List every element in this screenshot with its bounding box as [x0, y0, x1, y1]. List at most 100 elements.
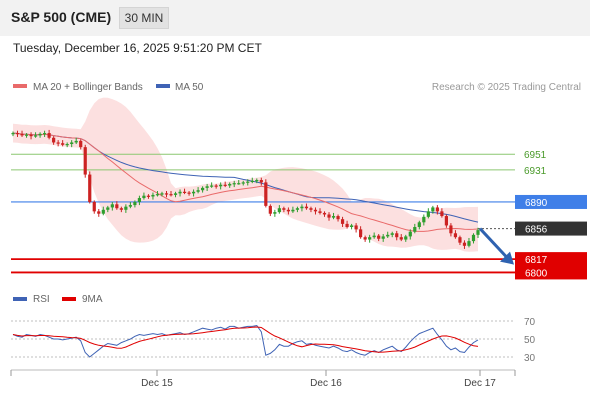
candle-body	[377, 235, 381, 239]
candle-body	[61, 143, 65, 145]
candle	[377, 234, 381, 242]
x-tick-label: Dec 15	[141, 378, 173, 389]
candle-body	[223, 184, 227, 186]
candle	[52, 136, 56, 145]
candle	[196, 187, 200, 194]
candle	[340, 216, 345, 228]
candle	[201, 186, 205, 193]
candle	[223, 181, 227, 188]
candle	[146, 194, 151, 199]
candle-body	[399, 237, 403, 240]
candle-body	[255, 180, 259, 182]
candle-body	[214, 185, 218, 187]
candle	[417, 220, 421, 230]
candle-body	[92, 201, 96, 212]
candle-body	[205, 186, 209, 188]
candle-body	[29, 134, 33, 137]
candle	[205, 183, 209, 191]
ma20-legend-swatch	[13, 84, 27, 88]
candle	[11, 131, 15, 137]
candle-body	[304, 206, 309, 209]
credit-label: Research © 2025 Trading Central	[432, 82, 581, 93]
candle-body	[101, 209, 105, 214]
candle	[458, 235, 462, 246]
candle	[173, 191, 178, 198]
candle	[471, 233, 476, 244]
x-tick-label: Dec 16	[310, 378, 342, 389]
candle-body	[137, 198, 142, 202]
candle	[404, 234, 408, 242]
candle	[399, 234, 403, 242]
pivot-label: 6890	[525, 198, 548, 209]
candle-body	[151, 194, 155, 197]
candle	[33, 132, 38, 138]
candle-body	[363, 237, 367, 240]
candle-body	[43, 133, 47, 135]
candle-body	[318, 211, 322, 213]
candle	[318, 208, 322, 215]
candle	[97, 209, 101, 217]
rsi-panel: 70 50 30	[11, 317, 536, 364]
candle-body	[178, 191, 182, 194]
candle	[408, 229, 412, 240]
candle-body	[359, 229, 363, 238]
candle	[300, 204, 304, 212]
level-6951: 6951	[11, 150, 547, 161]
candle-body	[309, 208, 313, 210]
candle-body	[33, 135, 38, 137]
candle	[106, 205, 110, 213]
candle-body	[128, 205, 132, 207]
support-label: 6817	[525, 255, 548, 266]
candle	[43, 130, 47, 137]
candle	[137, 195, 142, 206]
candle	[336, 214, 340, 222]
candle-body	[110, 204, 114, 208]
candle-body	[313, 209, 318, 212]
candle-body	[381, 236, 385, 239]
candle	[29, 132, 33, 140]
candle-body	[282, 208, 286, 210]
rsi-legend-label: RSI	[33, 294, 50, 305]
timeframe-button[interactable]: 30 MIN	[119, 7, 169, 29]
candle	[187, 190, 191, 196]
candle	[426, 208, 430, 219]
candle	[431, 205, 435, 214]
candle-body	[286, 209, 290, 212]
resistance-label: 6951	[524, 150, 547, 161]
candle-body	[106, 207, 110, 210]
candle-body	[273, 212, 277, 214]
candle-body	[386, 234, 390, 237]
forecast-arrow-shaft	[478, 227, 510, 260]
candle	[182, 188, 187, 195]
candle-body	[142, 195, 146, 199]
candle	[354, 223, 358, 233]
candle	[435, 205, 439, 215]
ma20-legend-label: MA 20 + Bollinger Bands	[33, 82, 143, 93]
candle-body	[201, 187, 205, 191]
candle-body	[435, 207, 439, 212]
candle	[56, 140, 60, 147]
candle	[151, 192, 155, 200]
candle-body	[187, 192, 191, 194]
candle-body	[83, 147, 87, 175]
rsi-level-label: 50	[524, 335, 536, 346]
candle-body	[408, 231, 412, 237]
candle-body	[331, 216, 336, 218]
level-6856: 6856	[478, 221, 587, 236]
candle	[313, 207, 318, 215]
candle-body	[146, 195, 151, 197]
candle	[214, 183, 218, 189]
rsi-ma-legend-swatch	[62, 297, 76, 301]
candle	[467, 237, 471, 248]
candle	[277, 205, 281, 214]
candle-body	[453, 233, 458, 238]
candle	[349, 223, 354, 230]
candle	[219, 182, 223, 190]
candle	[372, 232, 376, 239]
rsi-line	[12, 324, 479, 358]
candle-body	[97, 211, 101, 214]
candle-body	[449, 225, 453, 234]
candle-body	[38, 133, 42, 136]
candle-body	[295, 208, 300, 210]
candle	[115, 201, 119, 210]
